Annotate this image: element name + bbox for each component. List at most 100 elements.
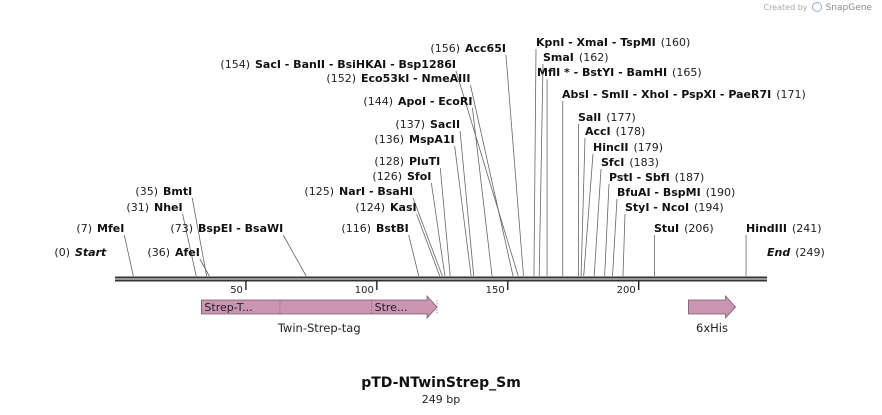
site-line-smai bbox=[538, 63, 544, 277]
enzyme-label-acci[interactable]: AccI bbox=[585, 125, 611, 138]
site-line-eco53ki bbox=[470, 84, 514, 277]
watermark-brand: SnapGene bbox=[825, 3, 872, 13]
snapgene-logo-icon bbox=[812, 2, 823, 12]
site-line-mspa1i bbox=[454, 145, 472, 277]
site-line-apoi bbox=[472, 107, 493, 277]
feature-segment-label-twin-strep-tag-1: Stre... bbox=[375, 301, 408, 314]
backbone-top-strand bbox=[115, 276, 767, 279]
enzyme-position-smai: (162) bbox=[579, 51, 609, 64]
enzyme-label-stui[interactable]: StuI bbox=[654, 222, 679, 235]
enzyme-label-absi[interactable]: AbsI - SmII - XhoI - PspXI - PaeR7I bbox=[562, 88, 771, 101]
enzyme-label-start[interactable]: Start bbox=[75, 246, 107, 259]
site-line-nari bbox=[412, 197, 443, 277]
enzyme-label-sali[interactable]: SalI bbox=[578, 111, 601, 124]
enzyme-position-apoi: (144) bbox=[363, 95, 393, 108]
enzyme-label-smai[interactable]: SmaI bbox=[543, 51, 574, 64]
site-line-acci bbox=[580, 137, 586, 277]
enzyme-label-eco53ki[interactable]: Eco53kI - NmeAIII bbox=[361, 72, 470, 85]
site-line-afei bbox=[199, 258, 210, 277]
site-line-bfuai bbox=[612, 198, 618, 277]
cut-site-lines bbox=[123, 48, 747, 277]
enzyme-label-styi[interactable]: StyI - NcoI bbox=[625, 201, 689, 214]
enzyme-label-acc65i[interactable]: Acc65I bbox=[465, 42, 506, 55]
enzyme-label-sfoi[interactable]: SfoI bbox=[407, 170, 431, 183]
site-line-acc65i bbox=[505, 54, 524, 277]
features: Strep-T... Stre... Twin-Strep-tag 6xHis bbox=[201, 294, 737, 335]
enzyme-position-nhei: (31) bbox=[126, 201, 149, 214]
enzyme-position-mfei: (7) bbox=[76, 222, 92, 235]
enzyme-position-sacii: (137) bbox=[395, 118, 425, 131]
enzyme-position-bmti: (35) bbox=[135, 185, 158, 198]
enzyme-label-bfuai[interactable]: BfuAI - BspMI bbox=[617, 186, 701, 199]
feature-arrow-twin-strep-tag[interactable] bbox=[201, 294, 438, 320]
ruler-ticks: 50 100 150 200 bbox=[230, 281, 640, 296]
enzyme-position-hindiii: (241) bbox=[792, 222, 822, 235]
feature-label-twin-strep-tag: Twin-Strep-tag bbox=[277, 321, 361, 335]
enzyme-position-sfoi: (126) bbox=[372, 170, 402, 183]
watermark: Created by SnapGene bbox=[763, 2, 872, 13]
enzyme-position-sali: (177) bbox=[606, 111, 636, 124]
enzyme-position-bstbi: (116) bbox=[341, 222, 371, 235]
enzyme-label-kasi[interactable]: KasI bbox=[390, 201, 417, 214]
watermark-prefix: Created by bbox=[763, 3, 808, 12]
enzyme-position-bfuai: (190) bbox=[706, 186, 736, 199]
enzyme-label-pluti[interactable]: PluTI bbox=[409, 155, 440, 168]
ruler-tick-label-150: 150 bbox=[486, 285, 505, 296]
enzyme-label-bmti[interactable]: BmtI bbox=[163, 185, 192, 198]
enzyme-label-saci[interactable]: SacI - BanII - BsiHKAI - Bsp1286I bbox=[255, 58, 456, 71]
enzyme-label-mlui[interactable]: MflI * - BstYI - BamHI bbox=[537, 66, 667, 79]
enzyme-label-kpni[interactable]: KpnI - XmaI - TspMI bbox=[536, 36, 656, 49]
feature-label-6xhis: 6xHis bbox=[696, 321, 728, 335]
site-line-sacii bbox=[459, 130, 475, 277]
enzyme-label-bspei[interactable]: BspEI - BsaWI bbox=[198, 222, 283, 235]
site-line-sfci bbox=[593, 168, 602, 277]
enzyme-position-bspei: (73) bbox=[170, 222, 193, 235]
enzyme-labels: Start (0) AfeI (36) MfeI (7) BspEI - BsaWI (73)… bbox=[54, 36, 824, 259]
enzyme-position-styi: (194) bbox=[694, 201, 724, 214]
site-line-kasi bbox=[416, 213, 441, 277]
enzyme-label-apoi[interactable]: ApoI - EcoRI bbox=[398, 95, 472, 108]
enzyme-label-sacii[interactable]: SacII bbox=[430, 118, 460, 131]
enzyme-position-pluti: (128) bbox=[374, 155, 404, 168]
enzyme-position-hincii: (179) bbox=[634, 141, 664, 154]
enzyme-label-hindiii[interactable]: HindIII bbox=[746, 222, 787, 235]
enzyme-position-acc65i: (156) bbox=[430, 42, 460, 55]
enzyme-position-start: (0) bbox=[54, 246, 70, 259]
enzyme-label-hincii[interactable]: HincII bbox=[593, 141, 629, 154]
enzyme-label-psti[interactable]: PstI - SbfI bbox=[609, 171, 670, 184]
enzyme-label-bstbi[interactable]: BstBI bbox=[376, 222, 409, 235]
site-line-bmti bbox=[191, 197, 208, 277]
enzyme-label-mspa1i[interactable]: MspA1I bbox=[409, 133, 455, 146]
enzyme-position-nari: (125) bbox=[304, 185, 334, 198]
enzyme-label-sfci[interactable]: SfcI bbox=[601, 156, 624, 169]
enzyme-position-mspa1i: (136) bbox=[374, 133, 404, 146]
site-line-saci bbox=[455, 70, 519, 277]
site-line-psti bbox=[604, 183, 610, 277]
enzyme-label-nari[interactable]: NarI - BsaHI bbox=[339, 185, 413, 198]
enzyme-position-psti: (187) bbox=[675, 171, 705, 184]
site-line-kpni bbox=[533, 48, 537, 277]
feature-segment-label-twin-strep-tag-0: Strep-T... bbox=[204, 301, 252, 314]
enzyme-position-mlui: (165) bbox=[672, 66, 702, 79]
site-line-nhei bbox=[182, 213, 197, 277]
enzyme-position-absi: (171) bbox=[776, 88, 806, 101]
enzyme-position-sfci: (183) bbox=[629, 156, 659, 169]
enzyme-position-eco53ki: (152) bbox=[326, 72, 356, 85]
enzyme-position-afei: (36) bbox=[147, 246, 170, 259]
ruler-tick-label-200: 200 bbox=[617, 285, 636, 296]
site-line-hincii bbox=[583, 153, 594, 277]
enzyme-position-kasi: (124) bbox=[355, 201, 385, 214]
feature-arrow-6xhis[interactable] bbox=[688, 294, 737, 320]
site-line-bspei bbox=[282, 234, 307, 277]
enzyme-label-end[interactable]: End bbox=[767, 246, 790, 259]
enzyme-position-acci: (178) bbox=[616, 125, 646, 138]
enzyme-position-stui: (206) bbox=[684, 222, 714, 235]
enzyme-label-nhei[interactable]: NheI bbox=[154, 201, 183, 214]
enzyme-position-kpni: (160) bbox=[661, 36, 691, 49]
enzyme-label-mfei[interactable]: MfeI bbox=[97, 222, 124, 235]
site-line-mfei bbox=[123, 234, 134, 277]
enzyme-position-end: (249) bbox=[795, 246, 825, 259]
enzyme-label-afei[interactable]: AfeI bbox=[175, 246, 200, 259]
backbone bbox=[115, 276, 767, 282]
